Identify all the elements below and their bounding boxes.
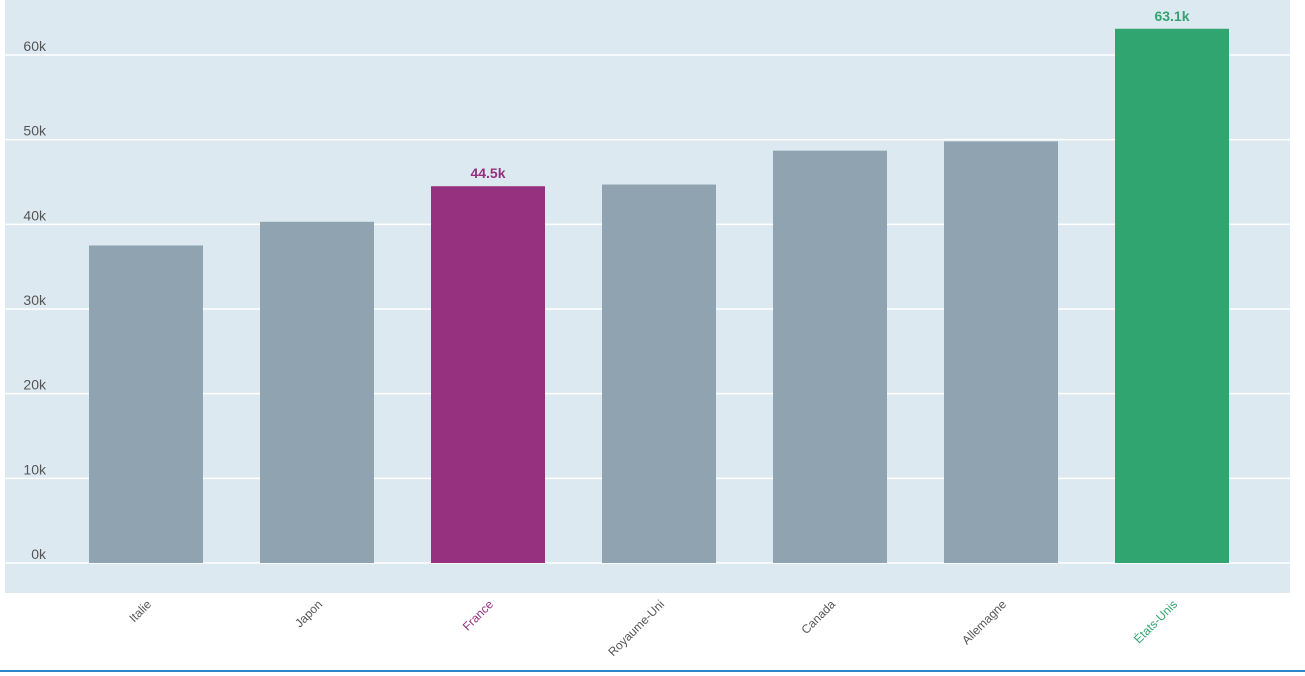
bar [773, 150, 887, 563]
y-tick-label: 60k [23, 38, 47, 54]
x-tick-label: Royaume-Uni [605, 597, 667, 659]
y-tick-label: 30k [23, 292, 47, 308]
bar [602, 184, 716, 564]
y-tick-label: 50k [23, 123, 47, 139]
bar [431, 186, 545, 563]
x-tick-label: Allemagne [959, 597, 1009, 647]
x-tick-label: Italie [126, 597, 154, 625]
x-tick-label: Japon [292, 597, 325, 630]
y-tick-label: 0k [31, 546, 47, 562]
x-tick-label: Canada [798, 597, 838, 637]
bar [260, 221, 374, 563]
y-tick-label: 40k [23, 207, 47, 223]
x-tick-label: États-Unis [1130, 597, 1180, 647]
bar [89, 245, 203, 563]
y-tick-label: 20k [23, 377, 47, 393]
bar [944, 141, 1058, 564]
bottom-border [0, 670, 1305, 672]
data-label: 63.1k [1154, 8, 1189, 24]
y-tick-label: 10k [23, 461, 47, 477]
bar [1115, 28, 1229, 563]
data-label: 44.5k [470, 165, 505, 181]
x-tick-label: France [460, 597, 497, 634]
